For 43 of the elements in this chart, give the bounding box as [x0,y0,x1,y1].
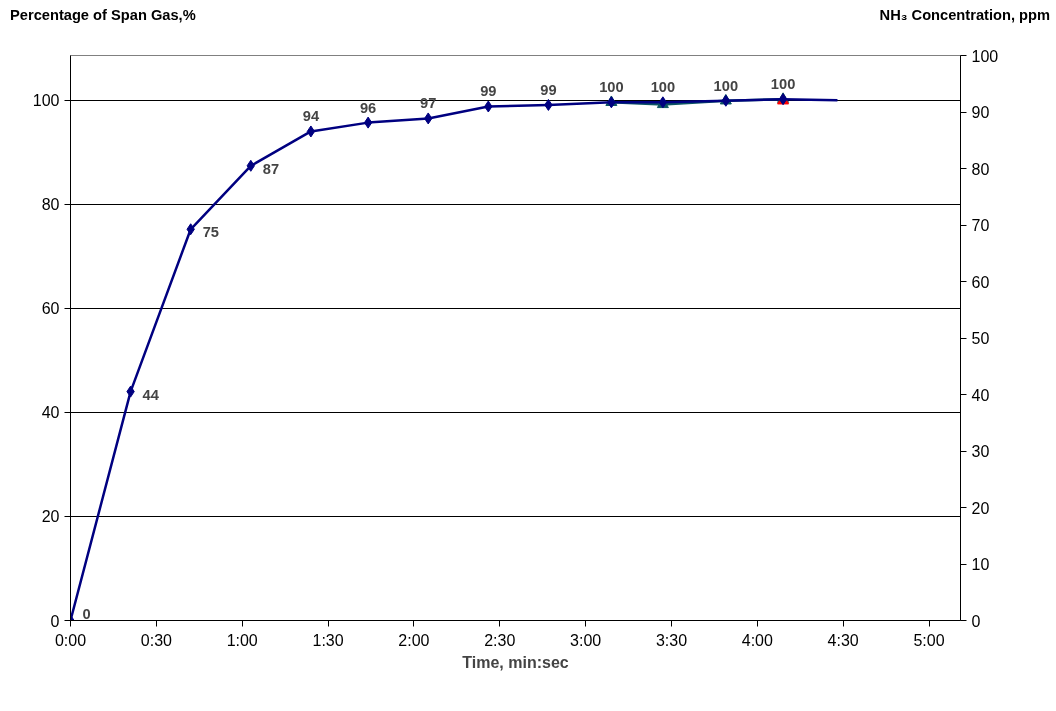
y2-tick-label: 40 [971,386,990,404]
y2-tick-label: 70 [971,217,990,234]
data-label: 100 [713,77,739,94]
y-tick-label: 100 [32,92,60,110]
x-tick-label: 1:30 [312,631,344,649]
y2-tick-label: 10 [971,556,990,573]
data-label: 44 [142,386,160,403]
y2-tick-label: 90 [971,104,990,121]
x-tick-label: 2:00 [398,631,430,649]
data-label: 100 [770,76,796,93]
y2-tick-label: 0 [971,612,981,630]
y-tick-label: 0 [50,612,60,630]
y-tick-label: 20 [41,508,60,526]
data-label: 94 [302,108,320,125]
data-label: 99 [480,83,497,100]
data-label: 100 [599,79,624,96]
x-tick-label: 0:00 [54,631,87,649]
data-label: 96 [359,99,377,116]
y-tick-label: 40 [41,404,60,422]
y2-tick-label: 20 [971,499,990,517]
x-tick-label: 2:30 [484,631,516,649]
y-tick-label: 60 [41,300,60,318]
x-tick-label: 3:00 [570,631,602,649]
y-axis-title: Percentage of Span Gas,% [10,6,196,25]
data-label: 0 [82,605,91,622]
x-tick-label: 5:00 [913,631,945,649]
x-tick-label: 1:00 [226,631,258,649]
x-axis-title: Time, min:sec [462,653,569,671]
y2-tick-label: 60 [971,273,990,291]
y2-tick-label: 80 [971,160,990,178]
data-label: 99 [540,81,557,98]
y-tick-label: 80 [41,196,60,214]
x-tick-label: 0:30 [140,631,173,649]
x-tick-label: 3:30 [655,631,688,649]
y2-axis-title: NH₃ Concentration, ppm [879,6,1050,25]
x-tick-label: 4:30 [827,631,859,649]
y2-tick-label: 50 [971,330,990,347]
y2-tick-label: 100 [971,47,999,65]
data-label: 75 [202,224,220,241]
data-label: 87 [262,160,280,177]
x-tick-label: 4:00 [741,631,773,649]
y2-tick-label: 30 [971,443,990,460]
data-label: 100 [650,79,676,96]
